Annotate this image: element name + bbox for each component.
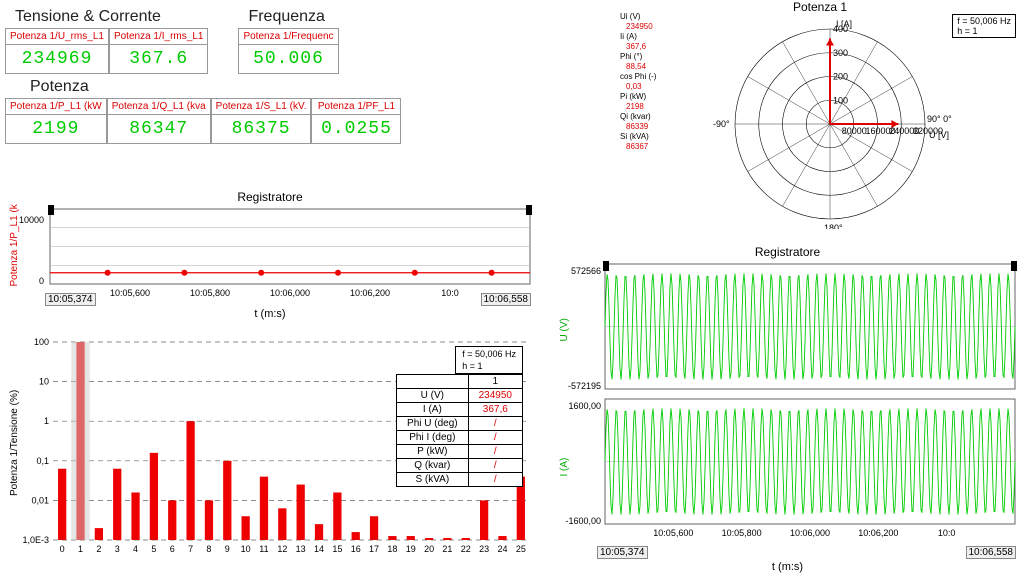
svg-text:10:06,000: 10:06,000	[270, 288, 310, 298]
rec1-t-start[interactable]: 10:05,374	[45, 293, 96, 306]
svg-text:300: 300	[833, 48, 848, 58]
svg-text:10:05,800: 10:05,800	[722, 528, 762, 538]
recorder2-title: Registratore	[555, 245, 1020, 259]
rec1-xlabel: t (m:s)	[254, 308, 285, 320]
svg-text:1600,00: 1600,00	[568, 401, 601, 411]
meas-freq: Potenza 1/Frequenc 50.006	[238, 28, 338, 74]
svg-text:21: 21	[442, 544, 452, 554]
svg-text:19: 19	[406, 544, 416, 554]
svg-text:9: 9	[225, 544, 230, 554]
rec2-t-end[interactable]: 10:06,558	[966, 546, 1017, 559]
meas-q: Potenza 1/Q_L1 (kva 86347	[107, 98, 211, 144]
svg-text:1,0E-3: 1,0E-3	[22, 535, 49, 545]
svg-text:13: 13	[296, 544, 306, 554]
svg-text:10: 10	[39, 377, 49, 387]
title-tc: Tensione & Corrente	[15, 8, 208, 26]
svg-text:10:0: 10:0	[441, 288, 459, 298]
svg-text:10:0: 10:0	[938, 528, 956, 538]
svg-text:-1600,00: -1600,00	[565, 516, 601, 526]
svg-text:10:05,600: 10:05,600	[110, 288, 150, 298]
svg-text:17: 17	[369, 544, 379, 554]
svg-text:10: 10	[241, 544, 251, 554]
svg-text:25: 25	[516, 544, 526, 554]
svg-text:4: 4	[133, 544, 138, 554]
harm-info: f = 50,006 Hz h = 1	[455, 346, 523, 374]
svg-text:15: 15	[332, 544, 342, 554]
svg-text:-572195: -572195	[568, 381, 601, 391]
svg-text:10000: 10000	[19, 215, 44, 225]
svg-text:I [A]: I [A]	[836, 19, 852, 29]
svg-text:U [V]: U [V]	[929, 130, 949, 140]
measurements-panel: Tensione & Corrente Potenza 1/U_rms_L1 2…	[5, 4, 525, 144]
svg-text:80000: 80000	[842, 126, 867, 136]
recorder1-svg: 0 10000Potenza 1/P_L1 (kW) 10:05,600 10:05,…	[5, 204, 535, 304]
svg-text:100: 100	[833, 95, 848, 105]
harm-table: 1U (V)234950I (A)367,6Phi U (deg)/Phi I …	[396, 374, 523, 487]
rec2-xlabel: t (m:s)	[772, 561, 803, 573]
harmonic-chart: 1,0E-30,010,1110100012345678910111213141…	[5, 330, 535, 575]
svg-text:I (A): I (A)	[559, 458, 570, 477]
svg-text:0,1: 0,1	[36, 456, 49, 466]
title-freq: Frequenza	[248, 8, 338, 26]
svg-text:100: 100	[34, 337, 49, 347]
svg-text:90° 0°: 90° 0°	[927, 114, 952, 124]
svg-text:10:06,000: 10:06,000	[790, 528, 830, 538]
svg-text:2: 2	[96, 544, 101, 554]
svg-text:20: 20	[424, 544, 434, 554]
svg-text:0: 0	[60, 544, 65, 554]
svg-text:U (V): U (V)	[559, 318, 570, 341]
svg-text:Potenza 1/P_L1 (kW): Potenza 1/P_L1 (kW)	[9, 204, 20, 287]
recorder2-chart: Registratore -572195 572566 U (V) -1600,00 1…	[555, 245, 1020, 575]
svg-text:200: 200	[833, 72, 848, 82]
svg-text:0,01: 0,01	[31, 495, 49, 505]
svg-text:0: 0	[39, 276, 44, 286]
svg-text:8: 8	[206, 544, 211, 554]
svg-text:1: 1	[78, 544, 83, 554]
rec2-t-start[interactable]: 10:05,374	[597, 546, 648, 559]
svg-text:24: 24	[497, 544, 507, 554]
svg-text:22: 22	[461, 544, 471, 554]
svg-text:11: 11	[259, 544, 268, 554]
svg-text:10:05,600: 10:05,600	[653, 528, 693, 538]
svg-text:Potenza 1/Tensione (%): Potenza 1/Tensione (%)	[9, 390, 20, 496]
svg-text:5: 5	[151, 544, 156, 554]
svg-text:-90°: -90°	[713, 119, 730, 129]
recorder1-title: Registratore	[5, 190, 535, 204]
svg-text:10:05,800: 10:05,800	[190, 288, 230, 298]
svg-text:180°: 180°	[824, 223, 843, 229]
meas-i-rms: Potenza 1/I_rms_L1 367.6	[109, 28, 209, 74]
svg-text:12: 12	[277, 544, 287, 554]
meas-s: Potenza 1/S_L1 (kV. 86375	[211, 98, 312, 144]
polar-data-list: Ui (V)234950Ii (A)367,6Phi (°)88,54cos P…	[620, 12, 656, 152]
title-power: Potenza	[30, 78, 525, 96]
svg-text:10:06,200: 10:06,200	[858, 528, 898, 538]
svg-text:16: 16	[351, 544, 361, 554]
svg-text:1: 1	[44, 416, 49, 426]
meas-pf: Potenza 1/PF_L1 0.0255	[311, 98, 401, 144]
polar-svg: 80000160000240000320000100200300400U [V]…	[620, 14, 1020, 229]
recorder1-chart: Registratore 0 10000Potenza 1/P_L1 (kW) 10…	[5, 190, 535, 320]
meas-p: Potenza 1/P_L1 (kW 2199	[5, 98, 107, 144]
polar-legend: f = 50,006 Hz h = 1	[952, 14, 1016, 38]
svg-text:10:06,200: 10:06,200	[350, 288, 390, 298]
meas-u-rms: Potenza 1/U_rms_L1 234969	[5, 28, 109, 74]
svg-text:18: 18	[387, 544, 397, 554]
polar-chart: Potenza 1 f = 50,006 Hz h = 1 Ui (V)2349…	[620, 0, 1020, 230]
rec1-t-end[interactable]: 10:06,558	[481, 293, 532, 306]
recorder2-svg: -572195 572566 U (V) -1600,00 1600,00 I (A) 10…	[555, 259, 1020, 554]
svg-text:3: 3	[115, 544, 120, 554]
svg-text:6: 6	[170, 544, 175, 554]
svg-text:23: 23	[479, 544, 489, 554]
polar-title: Potenza 1	[620, 0, 1020, 14]
svg-text:7: 7	[188, 544, 193, 554]
svg-text:572566: 572566	[571, 266, 601, 276]
svg-text:14: 14	[314, 544, 324, 554]
